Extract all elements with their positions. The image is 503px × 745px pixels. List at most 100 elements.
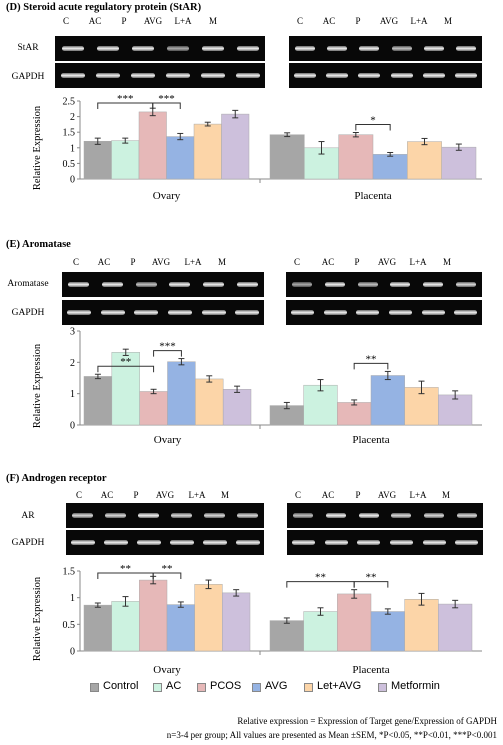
significance-bracket bbox=[152, 102, 181, 109]
bar-placenta-letavg bbox=[404, 599, 439, 652]
lane-label: C bbox=[294, 490, 301, 500]
gel-band bbox=[388, 310, 412, 315]
bar-placenta-pcos bbox=[338, 134, 374, 180]
gel-band bbox=[358, 73, 381, 78]
y-tick-label: 0.5 bbox=[63, 620, 76, 631]
gel-band bbox=[295, 46, 316, 51]
bar-placenta-letavg bbox=[407, 141, 442, 180]
lane-label: L+A bbox=[409, 490, 427, 500]
gel-band bbox=[389, 540, 413, 545]
gel-band bbox=[293, 513, 314, 518]
lane-label: M bbox=[217, 257, 226, 267]
bar-ovary-control bbox=[83, 604, 112, 652]
gel-gapdh-f-ovary bbox=[66, 530, 264, 555]
gene-label-star: StAR bbox=[17, 43, 39, 53]
gel-band bbox=[424, 513, 444, 518]
legend-swatch-avg bbox=[252, 683, 261, 692]
lane-label: AVG bbox=[377, 257, 397, 267]
y-tick-label: 0 bbox=[70, 175, 75, 186]
lane-label: P bbox=[354, 257, 360, 267]
gel-band bbox=[456, 513, 477, 518]
legend-label-control: Control bbox=[103, 680, 139, 692]
gel-band bbox=[422, 540, 446, 545]
gel-band bbox=[203, 282, 224, 287]
gel-ar-ovary bbox=[66, 503, 264, 528]
gel-gapdh-f-placenta bbox=[287, 530, 483, 555]
bar-placenta-avg bbox=[372, 154, 408, 180]
bar-placenta-metformin bbox=[438, 394, 473, 426]
gel-band bbox=[324, 540, 348, 545]
gel-band bbox=[237, 513, 258, 518]
gel-ar-placenta bbox=[287, 503, 483, 528]
gel-band bbox=[391, 513, 412, 518]
y-tick-label: 1.5 bbox=[63, 128, 76, 139]
legend-swatch-metformin bbox=[378, 683, 387, 692]
gel-band bbox=[390, 73, 413, 78]
legend: Control AC PCOS AVG Let+AVG Metformin bbox=[90, 680, 490, 695]
bar-ovary-letavg bbox=[193, 123, 222, 180]
lane-label: M bbox=[208, 16, 217, 26]
gel-band bbox=[291, 540, 315, 545]
panel-f-title: (F) Androgen receptor bbox=[6, 473, 107, 484]
lane-label: AVG bbox=[379, 16, 399, 26]
bar-ovary-avg bbox=[166, 604, 195, 652]
y-tick-label: 0 bbox=[70, 647, 75, 658]
lane-label: AVG bbox=[143, 16, 163, 26]
gel-band bbox=[423, 282, 443, 287]
bar-ovary-control bbox=[83, 140, 112, 180]
lane-label: C bbox=[293, 257, 300, 267]
gel-band bbox=[236, 282, 258, 287]
gel-aromatase-placenta bbox=[286, 272, 482, 297]
gel-band bbox=[454, 73, 477, 78]
y-tick-label: 1 bbox=[70, 143, 75, 154]
gel-band bbox=[326, 513, 346, 518]
gel-band bbox=[70, 540, 95, 545]
footnote-formula: Relative expression = Expression of Targ… bbox=[237, 716, 497, 726]
bar-ovary-ac bbox=[111, 601, 140, 652]
lane-label: M bbox=[220, 490, 229, 500]
gel-band bbox=[165, 73, 190, 78]
y-tick-label: 0.5 bbox=[63, 159, 76, 170]
lane-label: C bbox=[62, 16, 69, 26]
gel-band bbox=[102, 282, 123, 287]
gene-label-gapdh-f: GAPDH bbox=[11, 538, 45, 548]
lane-label: L+A bbox=[174, 16, 192, 26]
lane-label: P bbox=[133, 490, 139, 500]
lane-label: P bbox=[355, 16, 361, 26]
bar-ovary-metformin bbox=[221, 113, 250, 180]
gel-band bbox=[200, 73, 225, 78]
lane-label: P bbox=[130, 257, 136, 267]
bar-ovary-pcos bbox=[138, 111, 167, 180]
y-tick-label: 3 bbox=[70, 327, 75, 338]
lane-label: P bbox=[355, 490, 361, 500]
lane-label: AC bbox=[88, 16, 102, 26]
lane-label: L+A bbox=[409, 257, 427, 267]
bar-ovary-ac bbox=[111, 140, 140, 180]
group-label-placenta: Placenta bbox=[352, 434, 389, 446]
lane-label: AVG bbox=[377, 490, 397, 500]
gel-band bbox=[236, 46, 259, 51]
gel-band bbox=[421, 310, 445, 315]
gel-band bbox=[423, 46, 444, 51]
bar-ovary-metformin bbox=[222, 389, 252, 426]
gel-band bbox=[390, 282, 411, 287]
y-tick-label: 1 bbox=[70, 389, 75, 400]
lane-label: L+A bbox=[410, 16, 428, 26]
gel-band bbox=[357, 540, 381, 545]
lane-label: P bbox=[121, 16, 127, 26]
gel-band bbox=[325, 282, 345, 287]
lane-label: AC bbox=[321, 257, 335, 267]
bar-ovary-metformin bbox=[222, 592, 251, 652]
gel-band bbox=[455, 282, 476, 287]
gel-band bbox=[72, 513, 93, 518]
gel-band bbox=[60, 73, 85, 78]
significance-label: ** bbox=[315, 572, 326, 584]
gel-band bbox=[138, 513, 159, 518]
gel-gapdh-e-ovary bbox=[62, 300, 264, 325]
gel-band bbox=[235, 73, 260, 78]
gel-band bbox=[201, 46, 224, 51]
bar-placenta-pcos bbox=[337, 593, 372, 652]
gel-band bbox=[130, 73, 155, 78]
legend-label-pcos: PCOS bbox=[210, 680, 242, 692]
